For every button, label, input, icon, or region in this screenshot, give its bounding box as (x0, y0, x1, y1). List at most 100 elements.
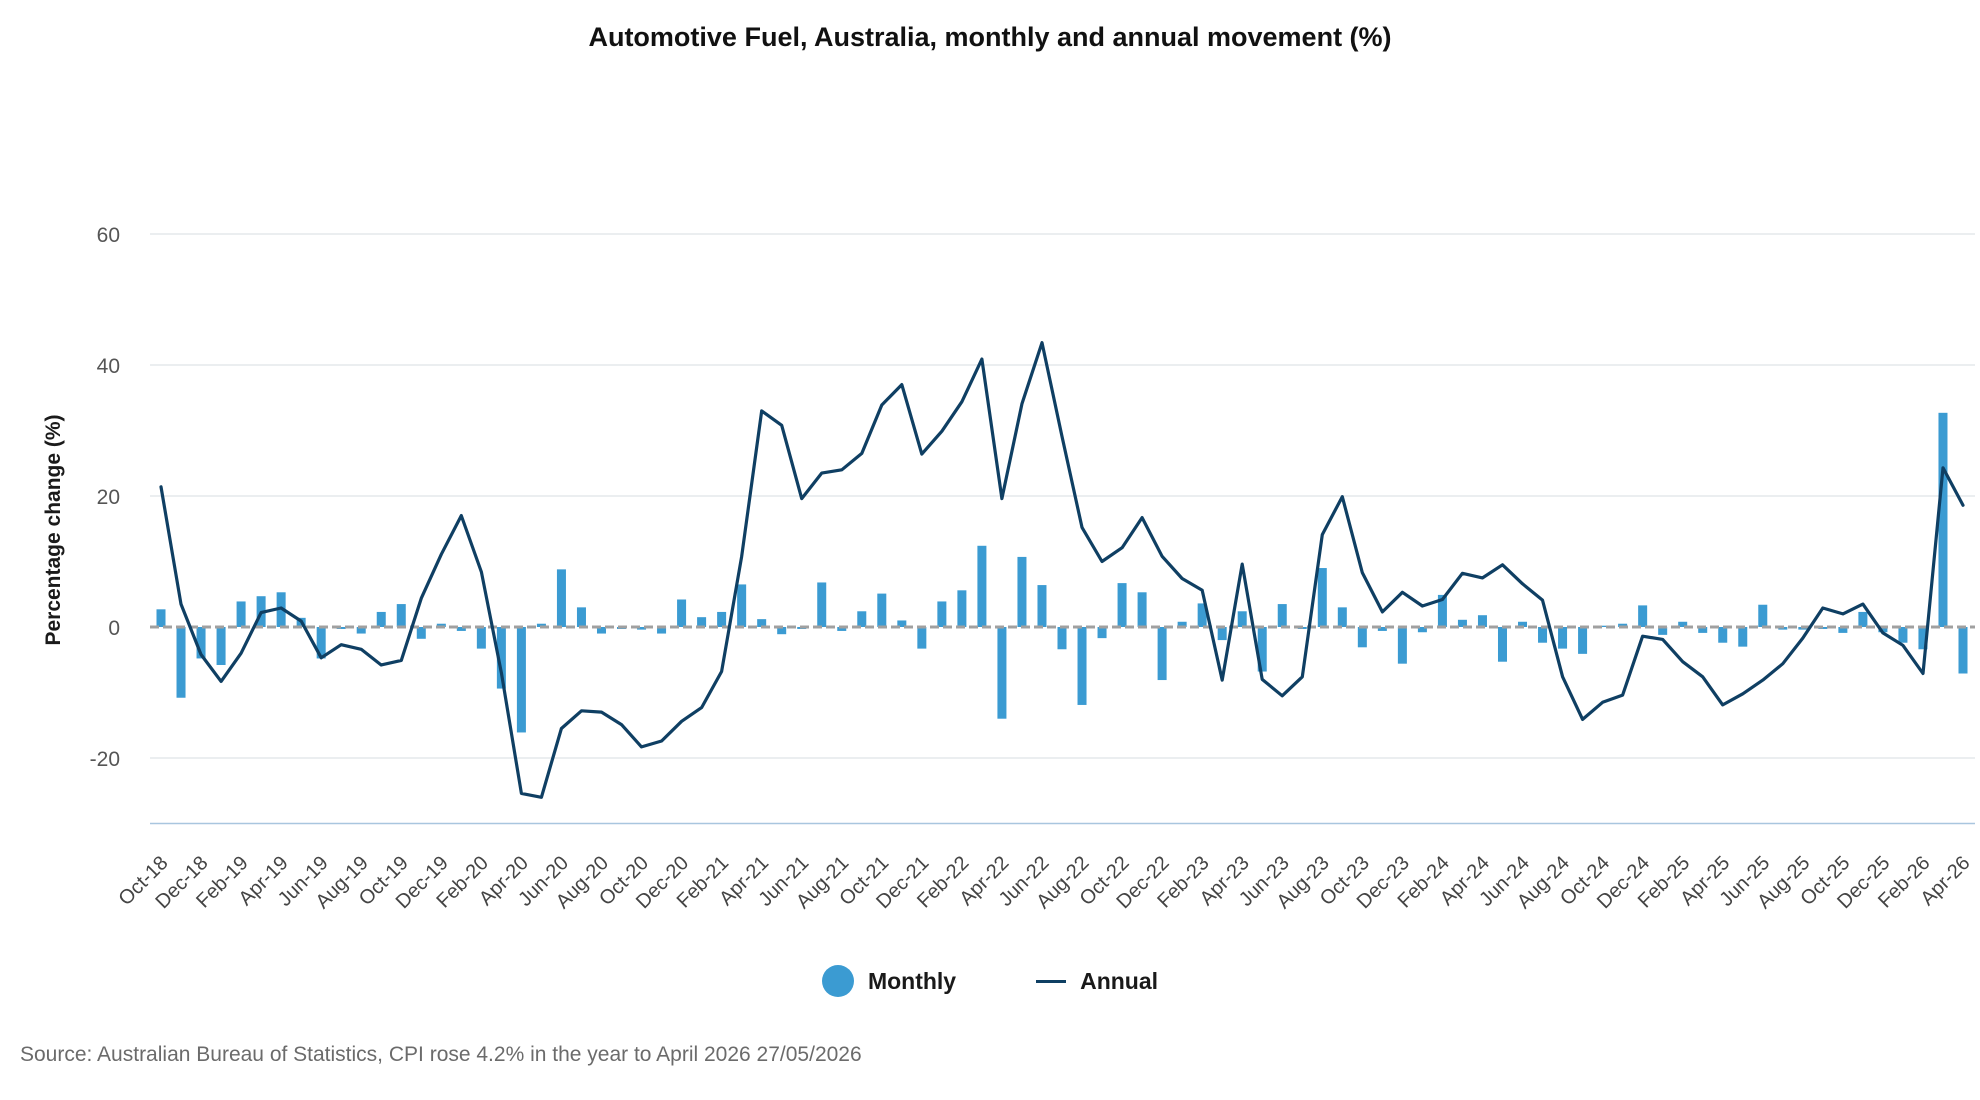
monthly-bar[interactable] (516, 627, 526, 733)
monthly-bar[interactable] (1277, 604, 1287, 627)
monthly-bar[interactable] (1678, 621, 1688, 627)
monthly-bar[interactable] (1037, 585, 1047, 627)
monthly-bar[interactable] (356, 627, 366, 634)
monthly-bar[interactable] (1077, 627, 1087, 705)
monthly-bar[interactable] (1898, 627, 1908, 643)
monthly-bar[interactable] (697, 617, 707, 627)
monthly-bar[interactable] (1217, 627, 1227, 641)
monthly-bar[interactable] (1177, 621, 1187, 627)
source-note: Source: Australian Bureau of Statistics,… (20, 1043, 862, 1066)
monthly-bar[interactable] (536, 623, 546, 627)
monthly-bar[interactable] (476, 627, 486, 649)
monthly-bar[interactable] (1518, 621, 1528, 627)
y-tick-label: -20 (90, 748, 120, 771)
monthly-bar[interactable] (1257, 627, 1267, 672)
monthly-bar[interactable] (1137, 592, 1147, 627)
y-axis-label: Percentage change (%) (42, 414, 65, 645)
monthly-bar[interactable] (336, 627, 346, 629)
monthly-bar[interactable] (1718, 627, 1728, 643)
monthly-bar[interactable] (817, 582, 827, 627)
monthly-bar[interactable] (897, 620, 907, 627)
monthly-bar[interactable] (1497, 627, 1507, 662)
legend-item-monthly[interactable]: Monthly (821, 965, 957, 997)
monthly-bar[interactable] (1918, 627, 1928, 650)
monthly-bar[interactable] (877, 593, 887, 627)
legend: Monthly Annual (0, 965, 1980, 997)
monthly-bar[interactable] (1738, 627, 1748, 647)
annual-swatch-icon (1036, 979, 1067, 983)
legend-label-monthly: Monthly (867, 967, 957, 994)
y-tick-label: 20 (97, 486, 120, 509)
monthly-bar[interactable] (917, 627, 927, 649)
monthly-bar[interactable] (556, 569, 566, 627)
monthly-bars (156, 412, 1968, 733)
monthly-bar[interactable] (1598, 625, 1608, 627)
monthly-bar[interactable] (957, 590, 967, 627)
monthly-bar[interactable] (196, 627, 206, 659)
monthly-bar[interactable] (1858, 611, 1868, 627)
monthly-bar[interactable] (576, 607, 586, 627)
monthly-bar[interactable] (997, 627, 1007, 719)
monthly-bar[interactable] (937, 601, 947, 627)
monthly-bar[interactable] (1658, 627, 1668, 635)
annual-line[interactable] (159, 341, 1965, 799)
y-axis-ticks: 60 40 20 0 -20 (90, 224, 120, 771)
monthly-bar[interactable] (1397, 627, 1407, 664)
y-tick-label: 40 (97, 355, 120, 378)
monthly-bar[interactable] (316, 627, 326, 659)
monthly-bar[interactable] (757, 619, 767, 627)
monthly-bar[interactable] (216, 627, 226, 665)
monthly-bar[interactable] (1117, 583, 1127, 627)
monthly-bar[interactable] (1958, 627, 1968, 674)
monthly-bar[interactable] (637, 627, 647, 630)
legend-item-annual[interactable]: Annual (1036, 968, 1158, 995)
monthly-bar[interactable] (1938, 412, 1948, 627)
monthly-bar[interactable] (737, 584, 747, 627)
monthly-bar[interactable] (1477, 615, 1487, 627)
monthly-bar[interactable] (1417, 627, 1427, 633)
monthly-bar[interactable] (496, 627, 506, 689)
monthly-bar[interactable] (1558, 627, 1568, 649)
monthly-bar[interactable] (1578, 627, 1588, 654)
monthly-bar[interactable] (396, 604, 406, 627)
monthly-bar[interactable] (1097, 627, 1107, 639)
y-tick-label: 60 (97, 224, 120, 247)
monthly-bar[interactable] (1357, 627, 1367, 648)
monthly-bar[interactable] (1878, 627, 1888, 633)
monthly-bar[interactable] (1638, 605, 1648, 627)
monthly-bar[interactable] (657, 627, 667, 634)
legend-label-annual: Annual (1080, 967, 1159, 994)
monthly-bar[interactable] (1057, 627, 1067, 650)
monthly-bar[interactable] (436, 623, 446, 627)
monthly-bar[interactable] (596, 627, 606, 634)
monthly-bar[interactable] (376, 611, 386, 627)
monthly-bar[interactable] (1457, 619, 1467, 627)
monthly-bar[interactable] (777, 627, 787, 635)
monthly-bar[interactable] (1758, 604, 1768, 627)
monthly-bar[interactable] (857, 611, 867, 627)
monthly-bar[interactable] (717, 611, 727, 627)
monthly-bar[interactable] (156, 609, 166, 627)
monthly-bar[interactable] (1157, 627, 1167, 681)
monthly-bar[interactable] (1237, 611, 1247, 627)
monthly-bar[interactable] (1698, 627, 1708, 633)
monthly-bar[interactable] (1838, 627, 1848, 633)
monthly-swatch-icon (821, 965, 854, 997)
monthly-bar[interactable] (1337, 607, 1347, 627)
monthly-bar[interactable] (1437, 594, 1447, 627)
y-tick-label: 0 (108, 617, 120, 640)
monthly-bar[interactable] (977, 545, 987, 627)
monthly-bar[interactable] (456, 627, 466, 631)
monthly-bar[interactable] (1197, 603, 1207, 627)
monthly-bar[interactable] (416, 627, 426, 639)
monthly-bar[interactable] (1538, 627, 1548, 643)
monthly-bar[interactable] (1618, 623, 1628, 627)
monthly-bar[interactable] (1317, 568, 1327, 627)
monthly-bar[interactable] (236, 601, 246, 627)
monthly-bar[interactable] (837, 627, 847, 631)
monthly-bar[interactable] (1377, 627, 1387, 631)
monthly-bar[interactable] (176, 627, 186, 698)
monthly-bar[interactable] (1017, 556, 1027, 627)
monthly-bar[interactable] (677, 599, 687, 627)
